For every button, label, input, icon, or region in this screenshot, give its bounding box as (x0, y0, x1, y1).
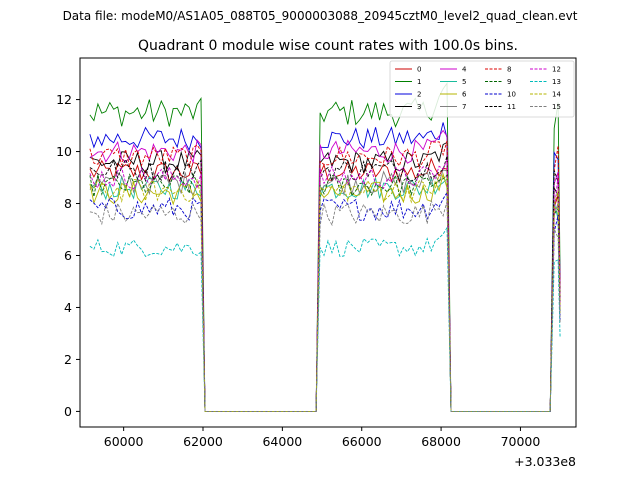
chart-title: Quadrant 0 module wise count rates with … (138, 38, 518, 54)
legend-label-7: 7 (462, 103, 466, 111)
legend-label-14: 14 (552, 91, 561, 99)
legend-label-15: 15 (552, 103, 561, 111)
y-tick-label: 6 (64, 248, 72, 263)
legend-label-6: 6 (462, 91, 467, 99)
legend-box (389, 60, 575, 118)
series-line-2 (89, 122, 561, 412)
legend-label-1: 1 (417, 78, 421, 86)
plot-frame (79, 57, 577, 428)
legend-label-12: 12 (552, 66, 561, 74)
y-tick-label: 2 (64, 352, 72, 367)
legend-label-10: 10 (507, 91, 516, 99)
x-tick-label: 62000 (183, 434, 223, 449)
series-line-10 (89, 190, 561, 412)
y-tick-label: 12 (56, 92, 72, 107)
x-tick-label: 70000 (501, 434, 541, 449)
x-tick-label: 60000 (104, 434, 144, 449)
legend-label-0: 0 (417, 66, 421, 74)
axis-ticks: 60000 62000 64000 66000 68000 70000 0 2 4 6 8 10 12 (56, 92, 540, 449)
series-lines (89, 82, 561, 412)
series-line-3 (89, 141, 561, 412)
series-line-4 (89, 129, 561, 412)
legend-label-3: 3 (417, 103, 421, 111)
series-line-8 (89, 140, 561, 412)
series-line-9 (89, 172, 561, 412)
legend-label-4: 4 (462, 66, 467, 74)
series-line-7 (89, 169, 561, 412)
y-tick-label: 4 (64, 300, 72, 315)
legend-label-2: 2 (417, 91, 421, 99)
legend-label-11: 11 (507, 103, 516, 111)
legend-label-5: 5 (462, 78, 466, 86)
legend-label-13: 13 (552, 78, 561, 86)
series-line-13 (89, 226, 561, 412)
y-tick-label: 10 (56, 144, 72, 159)
series-line-11 (89, 155, 561, 412)
series-line-5 (89, 175, 561, 412)
series-line-14 (89, 174, 561, 412)
series-line-15 (89, 199, 561, 412)
x-tick-label: 68000 (421, 434, 461, 449)
y-tick-label: 8 (64, 196, 72, 211)
series-line-1 (89, 82, 561, 412)
chart-suptitle: Data file: modeM0/AS1A05_088T05_90000030… (63, 9, 578, 23)
legend-label-9: 9 (507, 78, 511, 86)
x-offset-label: +3.033e8 (514, 454, 576, 469)
y-tick-label: 0 (64, 404, 72, 419)
legend-label-8: 8 (507, 66, 511, 74)
series-line-12 (89, 159, 561, 412)
x-tick-label: 64000 (262, 434, 302, 449)
series-line-6 (89, 172, 561, 412)
x-tick-label: 66000 (342, 434, 382, 449)
